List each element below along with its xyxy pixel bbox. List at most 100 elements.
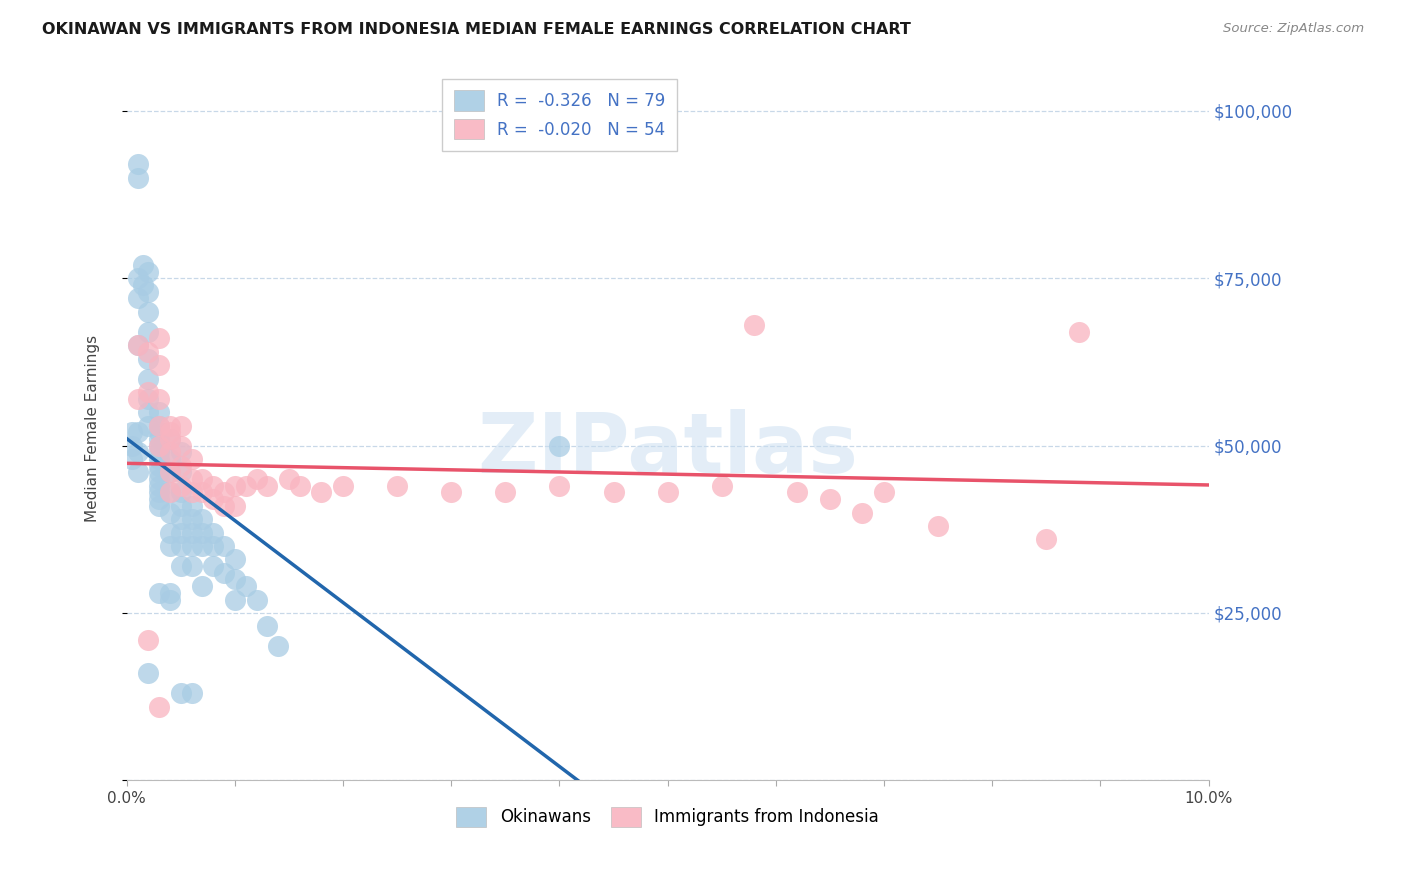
Point <box>786 485 808 500</box>
Point <box>224 499 246 513</box>
Point <box>440 485 463 500</box>
Point <box>385 479 408 493</box>
Point <box>202 525 225 540</box>
Point <box>127 271 149 285</box>
Point <box>191 579 214 593</box>
Point <box>148 425 170 440</box>
Point <box>170 458 193 473</box>
Point <box>136 418 159 433</box>
Point <box>170 686 193 700</box>
Point <box>202 492 225 507</box>
Point <box>136 344 159 359</box>
Point <box>212 485 235 500</box>
Point <box>180 525 202 540</box>
Point <box>148 472 170 486</box>
Point <box>148 405 170 419</box>
Point <box>191 525 214 540</box>
Point <box>170 466 193 480</box>
Point <box>657 485 679 500</box>
Point <box>245 592 267 607</box>
Point <box>170 499 193 513</box>
Point <box>235 579 257 593</box>
Point <box>148 699 170 714</box>
Point <box>224 573 246 587</box>
Point <box>170 512 193 526</box>
Point <box>127 157 149 171</box>
Point <box>191 512 214 526</box>
Point <box>548 439 571 453</box>
Point <box>288 479 311 493</box>
Point <box>202 479 225 493</box>
Point <box>1035 533 1057 547</box>
Point <box>278 472 301 486</box>
Point <box>148 479 170 493</box>
Text: OKINAWAN VS IMMIGRANTS FROM INDONESIA MEDIAN FEMALE EARNINGS CORRELATION CHART: OKINAWAN VS IMMIGRANTS FROM INDONESIA ME… <box>42 22 911 37</box>
Point <box>710 479 733 493</box>
Point <box>180 559 202 574</box>
Legend: Okinawans, Immigrants from Indonesia: Okinawans, Immigrants from Indonesia <box>450 800 886 834</box>
Point <box>311 485 333 500</box>
Point <box>191 472 214 486</box>
Point <box>159 445 181 459</box>
Point <box>136 405 159 419</box>
Point <box>159 525 181 540</box>
Point <box>224 592 246 607</box>
Point <box>121 425 143 440</box>
Point <box>180 539 202 553</box>
Point <box>159 432 181 446</box>
Point <box>127 392 149 406</box>
Point <box>159 485 181 500</box>
Point <box>148 492 170 507</box>
Point <box>170 418 193 433</box>
Point <box>127 338 149 352</box>
Point <box>148 418 170 433</box>
Point <box>212 499 235 513</box>
Point <box>148 432 170 446</box>
Point <box>873 485 896 500</box>
Point <box>170 479 193 493</box>
Point <box>927 519 949 533</box>
Point <box>148 331 170 345</box>
Point <box>136 666 159 681</box>
Point <box>127 338 149 352</box>
Point <box>180 452 202 467</box>
Point <box>148 499 170 513</box>
Point <box>170 559 193 574</box>
Point <box>136 285 159 299</box>
Point <box>180 499 202 513</box>
Point <box>170 445 193 459</box>
Point <box>136 392 159 406</box>
Point <box>818 492 841 507</box>
Point <box>132 277 155 292</box>
Point <box>159 539 181 553</box>
Point <box>159 418 181 433</box>
Point <box>127 425 149 440</box>
Point <box>127 291 149 305</box>
Point <box>159 452 181 467</box>
Point <box>170 439 193 453</box>
Point <box>202 539 225 553</box>
Point <box>212 539 235 553</box>
Point <box>180 485 202 500</box>
Point <box>136 351 159 366</box>
Point <box>148 439 170 453</box>
Point <box>170 525 193 540</box>
Y-axis label: Median Female Earnings: Median Female Earnings <box>86 335 100 523</box>
Point <box>121 439 143 453</box>
Point <box>127 170 149 185</box>
Point <box>159 466 181 480</box>
Point <box>132 258 155 272</box>
Text: Source: ZipAtlas.com: Source: ZipAtlas.com <box>1223 22 1364 36</box>
Point <box>136 304 159 318</box>
Point <box>267 640 290 654</box>
Point <box>224 552 246 566</box>
Point <box>136 632 159 647</box>
Point <box>148 439 170 453</box>
Point <box>256 619 278 633</box>
Point <box>180 512 202 526</box>
Point <box>180 686 202 700</box>
Point <box>127 466 149 480</box>
Point <box>148 586 170 600</box>
Point <box>170 539 193 553</box>
Point <box>1067 325 1090 339</box>
